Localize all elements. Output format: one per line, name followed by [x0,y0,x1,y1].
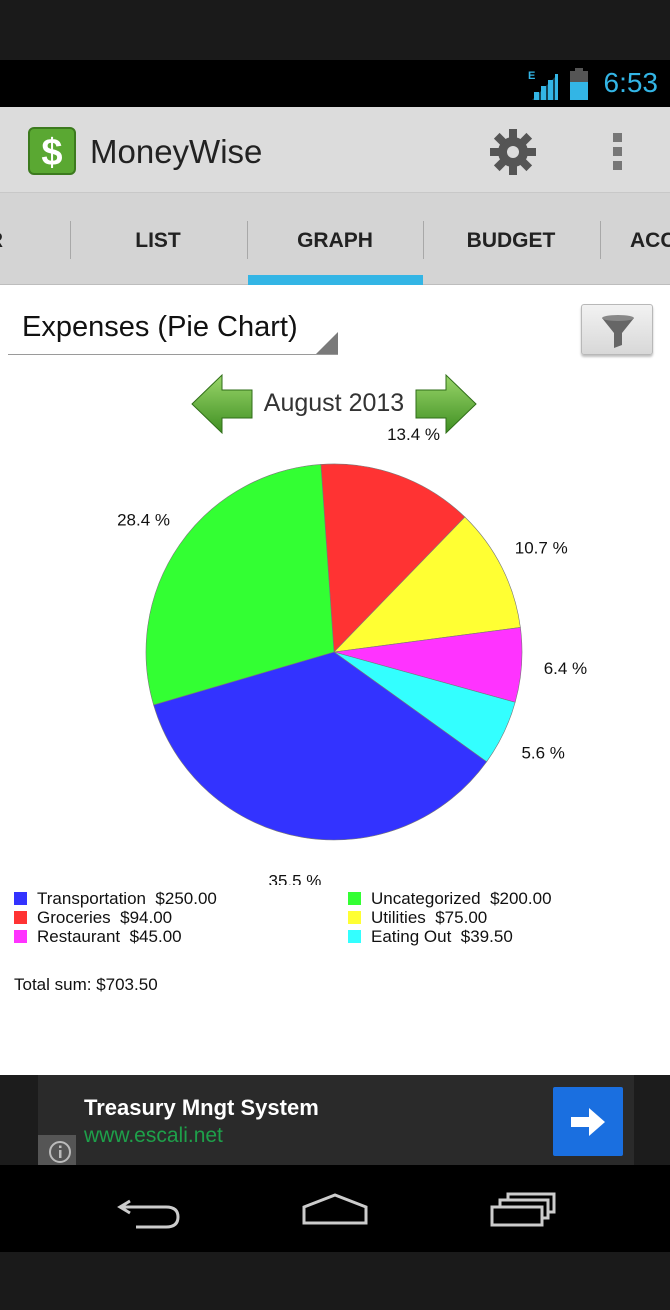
tab-divider [600,221,601,259]
funnel-icon [602,315,634,348]
legend-label: Utilities $75.00 [371,908,488,927]
legend-item-utilities: Utilities $75.00 [348,908,487,927]
info-icon[interactable] [38,1135,76,1165]
ad-content[interactable]: Treasury Mngt System www.escali.net [38,1075,634,1165]
legend-swatch [14,892,27,905]
legend-item-uncategorized: Uncategorized $200.00 [348,889,552,908]
pie-label-groceries: 13.4 % [387,425,440,444]
month-navigator: August 2013 [0,373,670,435]
legend-swatch [348,911,361,924]
legend-label: Transportation $250.00 [37,889,217,908]
app-title: MoneyWise [90,133,263,170]
legend-label: Eating Out $39.50 [371,927,513,946]
pie-label-restaurant: 6.4 % [544,659,587,678]
tab-accounts[interactable]: ACC [630,229,670,252]
legend-swatch [348,892,361,905]
clock: 6:53 [603,67,659,98]
pie-slice-utilities [333,516,521,653]
arrow-right-icon [571,1108,605,1136]
legend-swatch [14,911,27,924]
pie-label-utilities: 10.7 % [515,539,568,558]
app-logo-symbol: $ [41,132,62,174]
ad-title: Treasury Mngt System [84,1095,319,1120]
pie-slice-groceries [320,463,466,653]
tab-filter[interactable]: TER [0,193,70,285]
back-icon[interactable] [114,1187,184,1231]
tab-bar: TER LIST GRAPH BUDGET ACC [0,193,670,285]
ad-banner[interactable]: Treasury Mngt System www.escali.net [0,1075,670,1165]
tab-divider [247,221,248,259]
legend-label: Groceries $94.00 [37,908,173,927]
selected-tab-indicator [248,275,423,285]
network-type-label: E [528,70,535,82]
tab-graph[interactable]: GRAPH [297,229,373,252]
status-bar: E 6:53 [0,60,670,107]
top-system-area [0,0,670,60]
tab-budget[interactable]: BUDGET [466,229,556,252]
gear-icon[interactable] [488,127,538,177]
graph-content: Expenses (Pie Chart) August 2013 [0,285,670,1075]
ad-open-button[interactable] [553,1087,623,1156]
pie-label-uncategorized: 28.4 % [117,511,170,530]
total-sum: Total sum: $703.50 [14,975,158,994]
chart-type-label: Expenses (Pie Chart) [22,311,298,343]
previous-month-arrow-icon[interactable] [190,373,254,435]
pie-slice-uncategorized [145,464,335,706]
legend-label: Restaurant $45.00 [37,927,182,946]
legend-item-eating-out: Eating Out $39.50 [348,927,513,946]
month-label: August 2013 [263,389,405,417]
overflow-menu-icon[interactable] [600,129,636,173]
pie-slice-transportation [153,651,488,841]
legend-swatch [348,930,361,943]
recent-apps-icon[interactable] [488,1187,558,1231]
tab-list[interactable]: LIST [135,229,181,252]
legend-item-groceries: Groceries $94.00 [14,908,172,927]
pie-label-eating-out: 5.6 % [521,743,564,762]
legend-item-transportation: Transportation $250.00 [14,889,217,908]
tab-divider [423,221,424,259]
action-bar: $ MoneyWise [0,107,670,193]
chart-type-selector[interactable]: Expenses (Pie Chart) [8,295,338,355]
legend-swatch [14,930,27,943]
battery-icon [570,68,588,100]
signal-icon: E [528,70,558,100]
pie-label-transportation: 35.5 % [268,872,321,885]
dropdown-triangle-icon [316,332,338,354]
expenses-pie-chart: 13.4 % 10.7 % 6.4 % 5.6 % 35.5 % 28.4 % [117,425,587,885]
navigation-bar [0,1165,670,1252]
bottom-system-area [0,1252,670,1310]
tab-divider [70,221,71,259]
filter-button[interactable] [581,304,653,355]
next-month-arrow-icon[interactable] [414,373,478,435]
ad-url[interactable]: www.escali.net [84,1124,223,1147]
home-icon[interactable] [300,1187,370,1231]
legend-label: Uncategorized $200.00 [371,889,552,908]
legend-item-restaurant: Restaurant $45.00 [14,927,182,946]
app-logo[interactable]: $ [28,127,76,175]
